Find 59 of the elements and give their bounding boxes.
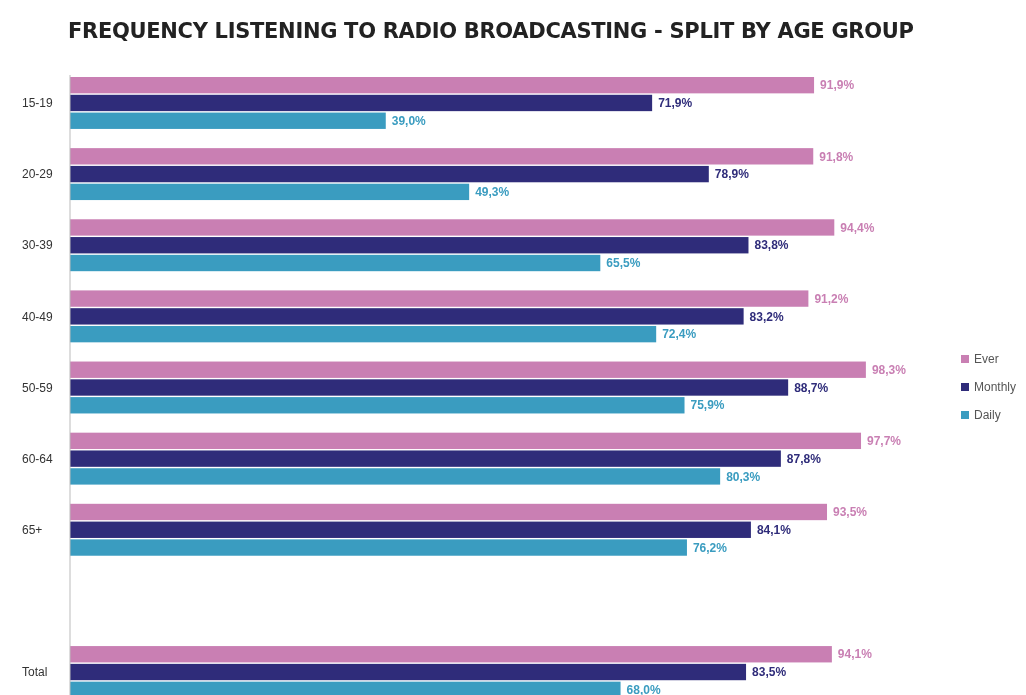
data-label: 75,9% xyxy=(690,398,725,413)
y-tick-label: 15-19 xyxy=(22,96,54,111)
y-tick-label: 60-64 xyxy=(22,451,54,466)
bar xyxy=(70,397,685,414)
bar xyxy=(70,646,832,663)
bar xyxy=(70,77,815,94)
bar xyxy=(70,468,721,485)
y-tick-label: 20-29 xyxy=(22,167,54,182)
y-tick-label: 50-59 xyxy=(22,380,54,395)
bar xyxy=(70,521,751,538)
bar xyxy=(70,219,835,236)
legend-label: Ever xyxy=(974,352,999,367)
legend-label: Monthly xyxy=(974,380,1017,395)
bar xyxy=(70,503,828,521)
data-label: 84,1% xyxy=(756,522,792,537)
bar xyxy=(70,539,687,556)
bar xyxy=(70,325,657,343)
data-label: 76,2% xyxy=(692,540,728,555)
bar xyxy=(70,148,814,165)
data-label: 93,5% xyxy=(833,505,868,520)
legend-label: Daily xyxy=(974,408,1001,423)
bar xyxy=(70,432,862,450)
y-tick-label: 40-49 xyxy=(22,309,54,324)
data-label: 94,4% xyxy=(840,220,875,235)
bar xyxy=(70,94,653,112)
bar xyxy=(70,379,789,396)
data-label: 83,5% xyxy=(752,665,787,680)
data-label: 83,8% xyxy=(754,238,789,253)
data-label: 78,9% xyxy=(714,167,750,182)
bar xyxy=(70,290,809,307)
bar xyxy=(70,254,601,272)
data-label: 91,9% xyxy=(820,78,855,93)
y-tick-label: 30-39 xyxy=(22,238,54,253)
data-label: 88,7% xyxy=(794,380,829,395)
data-label: 68,0% xyxy=(626,683,661,695)
data-label: 49,3% xyxy=(475,185,510,200)
y-tick-label: 65+ xyxy=(22,522,43,537)
y-tick-label: Total xyxy=(22,665,48,680)
data-label: 91,2% xyxy=(814,291,849,306)
data-label: 65,5% xyxy=(606,256,641,271)
bar xyxy=(70,663,747,681)
data-label: 98,3% xyxy=(871,362,907,377)
data-label: 97,7% xyxy=(867,434,902,449)
bar xyxy=(70,165,709,183)
chart-title: FREQUENCY LISTENING TO RADIO BROADCASTING - SPLIT BY AGE GROUP xyxy=(68,19,914,43)
data-label: 83,2% xyxy=(749,309,784,324)
bar xyxy=(70,308,744,325)
bar xyxy=(70,450,781,467)
bar xyxy=(70,112,386,129)
data-label: 91,8% xyxy=(819,149,854,164)
data-label: 72,4% xyxy=(662,327,697,342)
bar xyxy=(70,237,749,254)
data-label: 80,3% xyxy=(726,469,761,484)
bar xyxy=(70,361,866,378)
data-label: 71,9% xyxy=(658,96,693,111)
data-label: 87,8% xyxy=(786,451,822,466)
bar xyxy=(70,183,470,201)
data-label: 94,1% xyxy=(837,647,873,662)
data-label: 39,0% xyxy=(391,113,427,128)
